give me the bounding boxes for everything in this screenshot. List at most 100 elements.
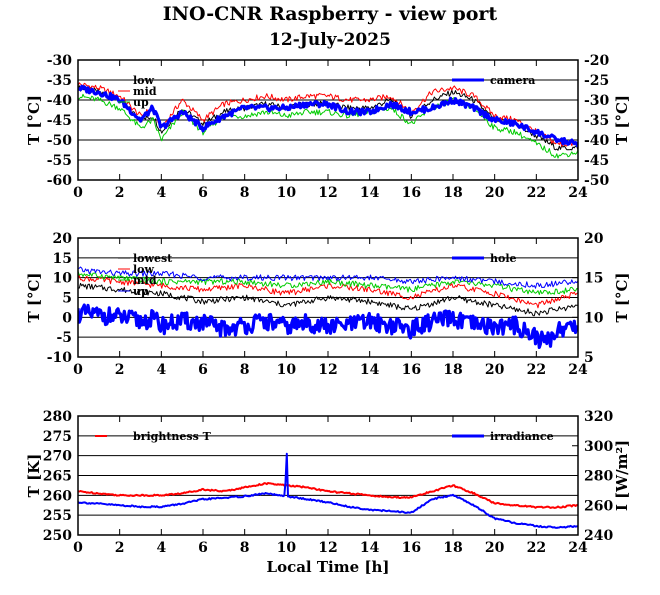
x-tick-label: 0 — [73, 185, 83, 201]
y-tick-right: 5 — [584, 350, 594, 366]
y-tick-left: -45 — [47, 113, 72, 129]
legend-label: low — [133, 263, 155, 276]
plot-frame — [77, 237, 579, 358]
y-tick-right: 320 — [584, 409, 613, 425]
legend-label: lowest — [133, 252, 173, 265]
x-tick-label: 14 — [360, 362, 380, 378]
series-line-low — [78, 274, 578, 309]
x-tick-label: 10 — [277, 540, 297, 556]
legend-label: mid — [133, 274, 157, 287]
x-tick-label: 6 — [198, 362, 208, 378]
y-axis-label-right: T [°C] — [613, 95, 631, 145]
x-tick-label: 4 — [156, 540, 166, 556]
y-tick-right: 280 — [584, 469, 613, 485]
x-tick-label: 2 — [115, 362, 125, 378]
x-tick-label: 4 — [156, 362, 166, 378]
y-tick-right: 300 — [584, 439, 613, 455]
legend-label: up — [133, 96, 149, 109]
y-tick-left: -60 — [47, 173, 73, 189]
y-tick-left: 10 — [53, 271, 73, 287]
x-axis-label: Local Time [h] — [267, 558, 390, 576]
x-tick-label: 4 — [156, 185, 166, 201]
x-tick-label: 8 — [240, 540, 250, 556]
series-line-camera — [78, 84, 578, 148]
x-tick-label: 12 — [318, 185, 337, 201]
legend-label: mid — [133, 85, 157, 98]
y-tick-right: -30 — [584, 93, 610, 109]
x-tick-label: 18 — [443, 185, 462, 201]
x-tick-label: 22 — [527, 185, 546, 201]
y-tick-left: 255 — [43, 508, 72, 524]
x-tick-label: 16 — [402, 185, 421, 201]
plot-frame — [77, 59, 579, 181]
x-tick-label: 20 — [485, 540, 505, 556]
x-tick-label: 0 — [73, 362, 83, 378]
y-tick-left: 5 — [62, 291, 72, 307]
y-tick-left: 270 — [43, 449, 72, 465]
x-tick-label: 22 — [527, 540, 546, 556]
x-tick-label: 16 — [402, 540, 421, 556]
y-axis-label-right: I [W/m²] — [613, 440, 631, 511]
chart-subtitle: 12-July-2025 — [269, 30, 391, 50]
y-tick-left: -50 — [47, 133, 73, 149]
x-tick-label: 12 — [318, 540, 337, 556]
y-axis-label-right: T [°C] — [613, 272, 631, 322]
x-tick-label: 2 — [115, 540, 125, 556]
y-tick-left: 265 — [43, 469, 72, 485]
legend-label-right: hole — [490, 252, 517, 265]
y-tick-right: -50 — [584, 173, 610, 189]
x-tick-label: 24 — [568, 185, 588, 201]
y-tick-left: 250 — [43, 528, 72, 544]
x-tick-label: 8 — [240, 362, 250, 378]
legend-label-right: irradiance — [490, 430, 554, 443]
x-tick-label: 2 — [115, 185, 125, 201]
y-tick-right: -20 — [584, 53, 610, 69]
y-tick-left: -40 — [47, 93, 73, 109]
plot-frame — [77, 415, 579, 536]
x-tick-label: 18 — [443, 362, 462, 378]
y-axis-label-left: T [°C] — [25, 272, 43, 322]
x-tick-label: 24 — [568, 362, 588, 378]
x-tick-label: 0 — [73, 540, 83, 556]
legend-label-right: camera — [490, 74, 535, 87]
x-tick-label: 10 — [277, 362, 297, 378]
x-tick-label: 20 — [485, 185, 505, 201]
x-tick-label: 12 — [318, 362, 337, 378]
y-tick-right: -40 — [584, 133, 610, 149]
x-tick-label: 14 — [360, 540, 380, 556]
series-line-lowest — [78, 282, 578, 317]
y-tick-left: 260 — [43, 488, 72, 504]
panel-1: -60 -55 -50 -45 -40 -35 -30 -50 -45 -40 -35 -30 -25 -… — [25, 53, 631, 201]
series-line-irradiance — [78, 452, 578, 529]
x-tick-label: 16 — [402, 362, 421, 378]
y-tick-left: -5 — [56, 330, 72, 346]
x-tick-label: 6 — [198, 540, 208, 556]
x-tick-label: 6 — [198, 185, 208, 201]
series-line-up — [78, 266, 578, 289]
y-tick-right: 240 — [584, 528, 613, 544]
y-tick-right: -25 — [584, 73, 609, 89]
y-tick-left: -55 — [47, 153, 72, 169]
y-axis-label-left: T [°C] — [25, 95, 43, 145]
y-tick-left: 15 — [53, 251, 72, 267]
y-tick-left: 275 — [43, 429, 72, 445]
legend-label: low — [133, 74, 155, 87]
x-tick-label: 20 — [485, 362, 505, 378]
y-tick-left: -10 — [47, 350, 73, 366]
chart-title: INO-CNR Raspberry - view port — [163, 3, 498, 25]
y-tick-left: 0 — [62, 310, 72, 326]
y-tick-right: 10 — [584, 310, 604, 326]
y-tick-right: 20 — [584, 231, 604, 247]
y-tick-left: 20 — [53, 231, 73, 247]
y-tick-right: -45 — [584, 153, 609, 169]
y-tick-right: 15 — [584, 271, 603, 287]
series-line-brightness-T — [78, 482, 578, 509]
y-axis-label-left: T [K] — [25, 454, 43, 498]
x-tick-label: 10 — [277, 185, 297, 201]
x-tick-label: 22 — [527, 362, 546, 378]
x-tick-label: 8 — [240, 185, 250, 201]
x-tick-label: 24 — [568, 540, 588, 556]
